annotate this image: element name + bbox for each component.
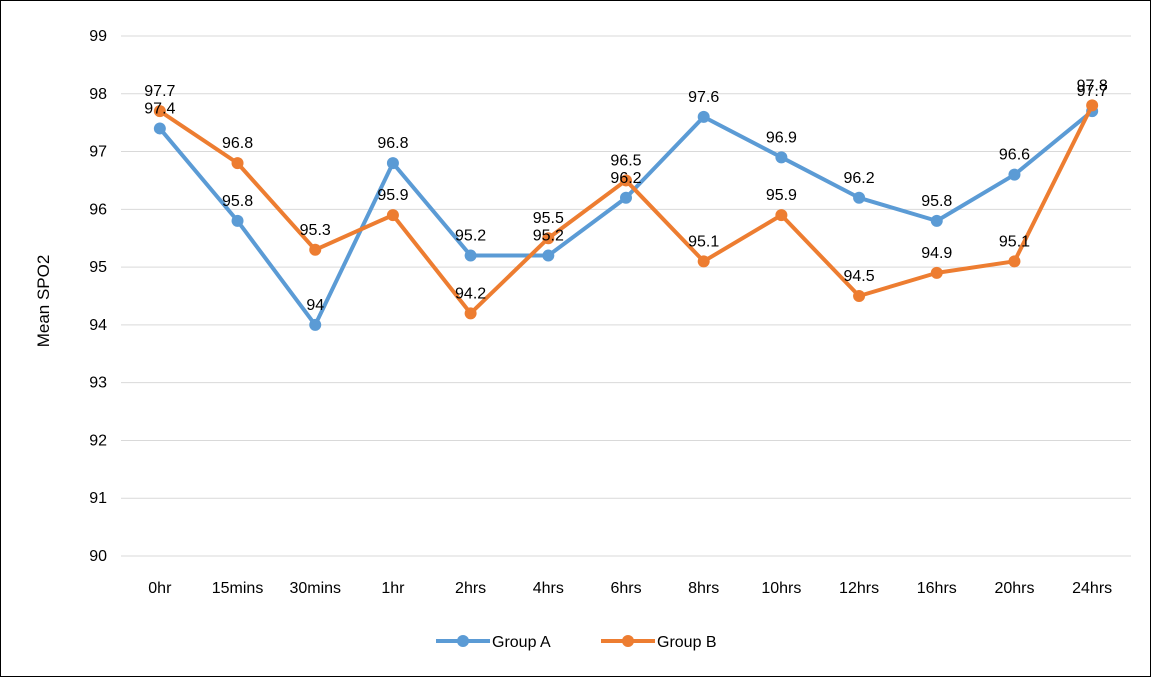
- x-tick-label: 6hrs: [610, 580, 641, 597]
- x-tick-label: 30mins: [289, 580, 341, 597]
- data-label: 95.8: [921, 193, 952, 210]
- data-label: 95.2: [533, 228, 564, 245]
- data-point: [620, 191, 632, 204]
- data-label: 94: [306, 297, 324, 314]
- y-tick-label: 98: [89, 86, 107, 103]
- gridlines: [121, 35, 1131, 557]
- y-tick-label: 97: [89, 144, 107, 161]
- legend-swatch-marker: [622, 635, 634, 647]
- x-tick-label: 2hrs: [455, 580, 486, 597]
- data-point: [542, 232, 555, 245]
- data-label: 95.8: [222, 193, 253, 210]
- data-point: [153, 105, 166, 118]
- y-tick-label: 92: [89, 432, 107, 449]
- data-label: 96.8: [222, 135, 253, 152]
- legend-label: Group B: [657, 634, 717, 651]
- x-tick-label: 1hr: [381, 580, 405, 597]
- data-point: [542, 249, 555, 262]
- data-label: 94.2: [455, 285, 486, 302]
- data-point: [1086, 99, 1099, 112]
- legend-label: Group A: [492, 634, 551, 651]
- x-tick-label: 0hr: [148, 580, 172, 597]
- x-tick-label: 12hrs: [839, 580, 879, 597]
- data-point: [386, 209, 399, 222]
- series-0: [153, 105, 1099, 331]
- y-tick-label: 99: [89, 28, 107, 45]
- data-point: [853, 290, 866, 302]
- series-1: [153, 99, 1099, 320]
- y-axis-title: Mean SPO2: [34, 255, 53, 348]
- series: [153, 99, 1099, 331]
- data-point: [231, 214, 244, 227]
- y-tick-label: 91: [89, 490, 107, 507]
- data-point: [775, 151, 788, 164]
- legend-item: Group B: [601, 634, 717, 651]
- data-label: 95.1: [688, 233, 719, 250]
- data-point: [930, 214, 943, 227]
- legend: Group A Group B: [436, 634, 717, 651]
- legend-item: Group A: [436, 634, 551, 651]
- data-point: [697, 255, 710, 268]
- data-point: [1008, 168, 1021, 181]
- data-label: 95.3: [300, 222, 331, 239]
- data-label: 95.9: [766, 187, 797, 204]
- y-tick-label: 95: [89, 259, 107, 276]
- data-label: 96.6: [999, 147, 1030, 164]
- y-axis-ticks: 90 91 92 93 94 95 96 97 98 99: [89, 28, 107, 565]
- data-label: 95.9: [377, 187, 408, 204]
- x-tick-label: 20hrs: [994, 580, 1034, 597]
- data-point: [1008, 255, 1021, 268]
- y-tick-label: 94: [89, 317, 107, 334]
- data-label: 96.8: [377, 135, 408, 152]
- y-tick-label: 93: [89, 375, 107, 392]
- x-tick-label: 24hrs: [1072, 580, 1112, 597]
- data-point: [775, 209, 788, 222]
- y-tick-label: 90: [89, 548, 107, 565]
- data-label: 97.6: [688, 89, 719, 106]
- data-point: [620, 174, 632, 187]
- data-label: 94.9: [921, 245, 952, 262]
- data-point: [464, 249, 477, 262]
- data-point: [309, 318, 322, 331]
- x-tick-label: 10hrs: [761, 580, 801, 597]
- x-tick-label: 8hrs: [688, 580, 719, 597]
- data-labels: 97.4 95.8 94 96.8 95.2 95.2 96.2 97.6 96.9 96.2 95…: [144, 77, 1108, 314]
- data-label: 97.8: [1077, 77, 1108, 94]
- y-tick-label: 96: [89, 201, 107, 218]
- data-point: [853, 191, 866, 204]
- data-point: [386, 157, 399, 170]
- data-label: 97.7: [1077, 83, 1108, 100]
- data-point: [309, 243, 322, 256]
- data-label: 95.2: [455, 228, 486, 245]
- data-point: [153, 122, 166, 135]
- x-tick-label: 4hrs: [533, 580, 564, 597]
- data-label: 96.2: [610, 170, 641, 187]
- data-label: 95.1: [999, 233, 1030, 250]
- series-line: [157, 109, 1095, 327]
- data-point: [697, 110, 710, 123]
- data-label: 95.5: [533, 210, 564, 227]
- data-label: 96.9: [766, 129, 797, 146]
- data-point: [930, 266, 943, 279]
- data-label: 97.4: [144, 100, 175, 117]
- data-label: 94.5: [844, 268, 875, 285]
- legend-swatch-marker: [457, 635, 469, 647]
- data-label: 96.5: [610, 152, 641, 169]
- x-tick-label: 16hrs: [917, 580, 957, 597]
- data-point: [464, 307, 477, 320]
- x-axis-ticks: 0hr 15mins 30mins 1hr 2hrs 4hrs 6hrs 8hrs 10hrs 1…: [148, 580, 1112, 597]
- x-tick-label: 15mins: [212, 580, 264, 597]
- data-point: [231, 157, 244, 170]
- data-label: 96.2: [844, 170, 875, 187]
- data-label: 97.7: [144, 83, 175, 100]
